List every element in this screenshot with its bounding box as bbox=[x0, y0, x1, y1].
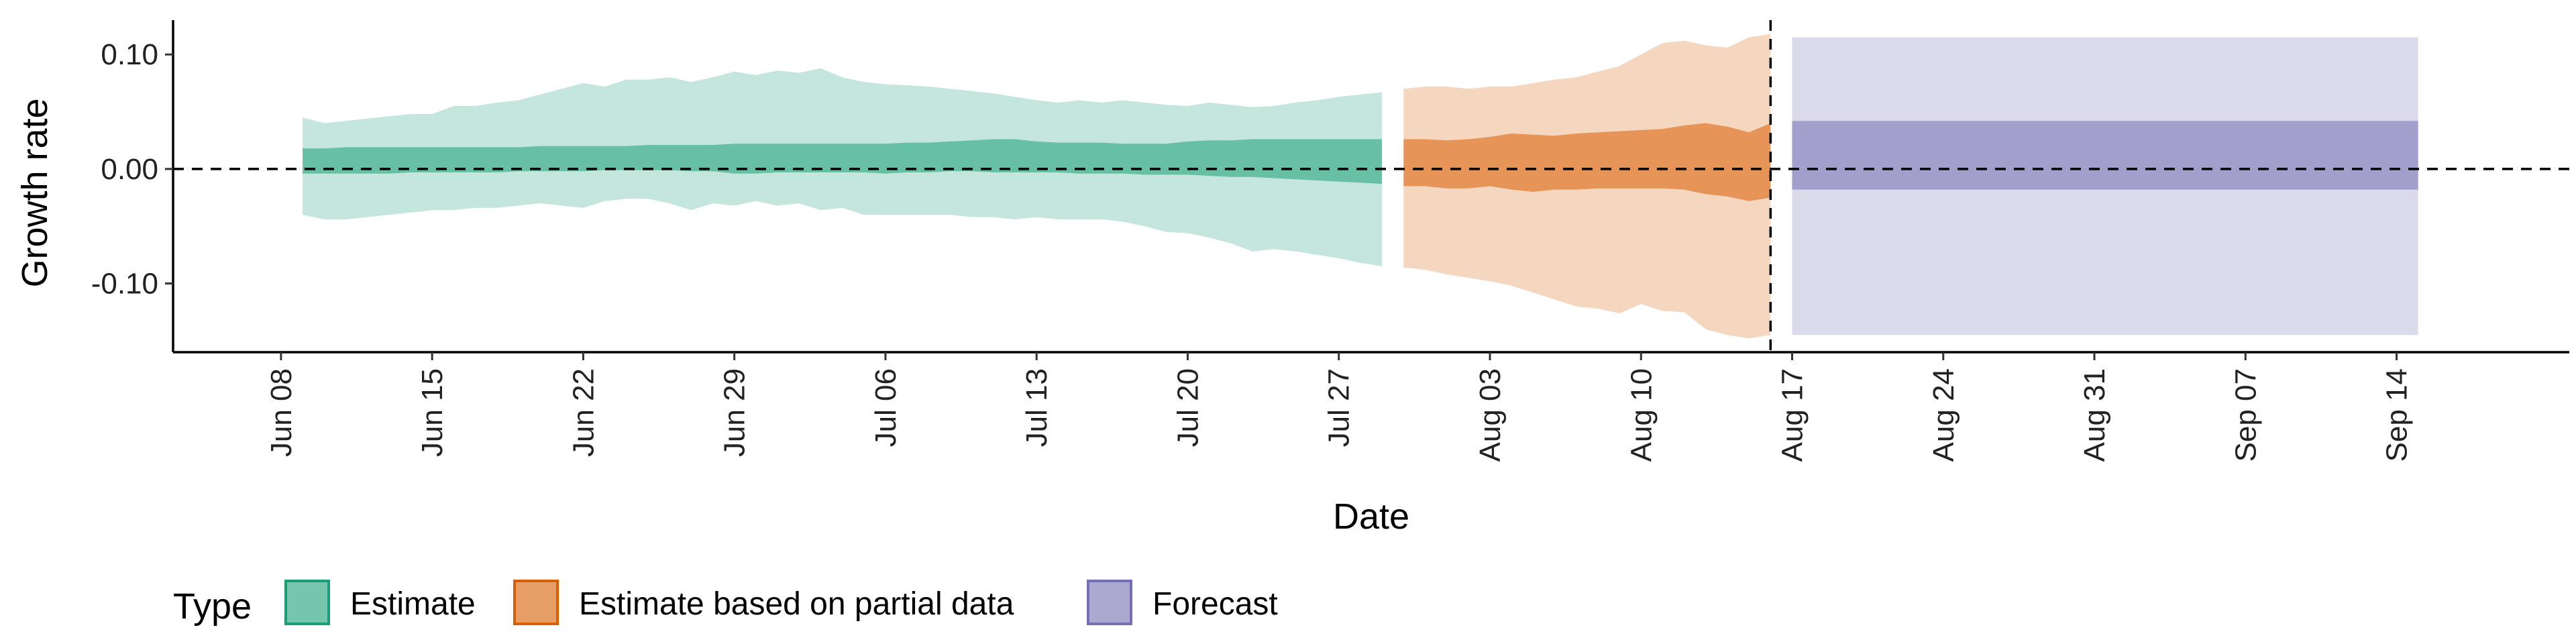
x-tick-label: Jul 06 bbox=[869, 368, 902, 447]
legend-label: Estimate bbox=[350, 586, 476, 622]
x-tick-label: Jul 20 bbox=[1171, 368, 1204, 447]
x-tick-label: Jul 13 bbox=[1020, 368, 1053, 447]
x-axis-title: Date bbox=[1333, 496, 1409, 537]
x-tick-label: Aug 17 bbox=[1776, 368, 1809, 462]
legend-label: Forecast bbox=[1152, 586, 1278, 622]
x-tick-label: Aug 10 bbox=[1625, 368, 1658, 462]
x-tick-label: Jun 15 bbox=[416, 368, 449, 457]
legend-key bbox=[1087, 580, 1132, 625]
axes bbox=[172, 20, 2569, 354]
y-tick-label: -0.10 bbox=[91, 268, 158, 301]
x-tick-label: Sep 14 bbox=[2381, 368, 2414, 462]
legend-key bbox=[284, 580, 330, 625]
ribbon-bands bbox=[303, 34, 2418, 339]
band-inner-estimate bbox=[303, 139, 1383, 184]
x-tick-label: Jun 08 bbox=[265, 368, 298, 457]
legend: Type Estimate Estimate based on partial d… bbox=[173, 580, 1278, 627]
x-tick-label: Jun 22 bbox=[567, 368, 600, 457]
band-inner-estimate-based-on-partial-data bbox=[1403, 123, 1771, 201]
x-tick-label: Jul 27 bbox=[1323, 368, 1356, 447]
legend-title: Type bbox=[173, 586, 252, 627]
x-tick-label: Sep 07 bbox=[2229, 368, 2262, 462]
y-tick-label: 0.00 bbox=[101, 153, 158, 186]
x-tick-label: Aug 24 bbox=[1927, 368, 1960, 462]
x-tick-label: Aug 31 bbox=[2078, 368, 2111, 462]
x-tick-label: Jun 29 bbox=[718, 368, 751, 457]
y-axis-title: Growth rate bbox=[15, 98, 55, 287]
reference-lines bbox=[173, 20, 2569, 352]
band-inner-forecast bbox=[1792, 121, 2418, 190]
legend-key bbox=[513, 580, 559, 625]
y-tick-label: 0.10 bbox=[101, 38, 158, 71]
x-tick-label: Aug 03 bbox=[1474, 368, 1507, 462]
tick-group: -0.10 0.00 0.10 Jun 08 Jun 15 Jun 22 Jun 29 Jul… bbox=[91, 38, 2414, 462]
legend-label: Estimate based on partial data bbox=[579, 586, 1014, 622]
